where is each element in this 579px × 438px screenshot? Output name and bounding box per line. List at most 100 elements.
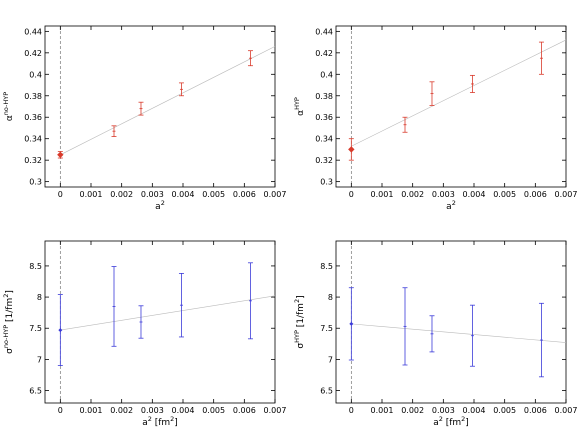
x-axis-label-sup: 2 xyxy=(161,199,165,207)
data-point xyxy=(538,41,544,75)
x-tick-label: 0.007 xyxy=(555,406,578,415)
x-axis-label-base: a xyxy=(446,202,452,212)
x-tick-label: 0.005 xyxy=(493,190,516,199)
y-axis-label-unit: [1/fm xyxy=(5,298,15,325)
x-axis-label-sup: 2 xyxy=(439,415,443,423)
x-tick-label: 0.001 xyxy=(80,190,103,199)
y-axis-label-close: ] xyxy=(5,290,15,294)
x-axis-label-close: ] xyxy=(465,418,469,428)
y-tick-label: 8.5 xyxy=(29,262,42,271)
data-point xyxy=(429,81,435,106)
x-axis-label: a2 [fm2] xyxy=(142,415,178,428)
y-axis-label-base: σ xyxy=(5,348,15,354)
y-axis-label-sup: HYP xyxy=(293,97,301,110)
data-point xyxy=(469,304,475,367)
data-point xyxy=(538,302,544,378)
x-axis-label: a2 xyxy=(155,199,165,212)
x-tick-label: 0.003 xyxy=(141,190,164,199)
data-point xyxy=(178,82,184,97)
diamond-marker xyxy=(57,151,64,158)
fit-line xyxy=(60,295,276,331)
x-axis-label-sup: 2 xyxy=(452,199,456,207)
y-axis-label-unit-sup: 2 xyxy=(2,294,10,298)
x-tick-label: 0.006 xyxy=(524,406,547,415)
y-axis-label-unit: [1/fm xyxy=(296,303,306,330)
x-tick-label: 0.003 xyxy=(432,406,455,415)
plot-frame xyxy=(335,25,567,188)
data-point xyxy=(138,305,144,339)
y-axis-label-sup: no-HYP xyxy=(2,92,10,115)
x-tick-label: 0.004 xyxy=(463,406,486,415)
x-tick-label: 0.005 xyxy=(202,406,225,415)
y-tick-label: 0.3 xyxy=(320,178,333,187)
y-tick-label: 6.5 xyxy=(29,387,42,396)
x-tick-label: 0.001 xyxy=(371,406,394,415)
x-axis-label: a2 [fm2] xyxy=(433,415,469,428)
y-tick-label: 7.5 xyxy=(29,324,42,333)
data-point xyxy=(138,101,144,116)
x-axis-label-unit-sup: 2 xyxy=(170,415,174,423)
chart-panel-2: 0 0.001 0.002 0.003 0.004 0.005 0.006 0.007 0.3 0… xyxy=(293,25,577,212)
y-tick-label: 8 xyxy=(328,293,333,302)
x-tick-label: 0.005 xyxy=(202,190,225,199)
x-tick-label: 0 xyxy=(58,190,63,199)
y-axis-label: σno-HYP [1/fm2] xyxy=(2,290,15,354)
x-tick-label: 0 xyxy=(349,190,354,199)
x-tick-label: 0.001 xyxy=(371,190,394,199)
x-tick-label: 0.002 xyxy=(110,190,133,199)
fit-line xyxy=(351,39,567,147)
x-axis-label-base: a xyxy=(433,418,439,428)
x-tick-label: 0.002 xyxy=(401,190,424,199)
x-tick-label: 0.003 xyxy=(141,406,164,415)
x-axis-label: a2 xyxy=(446,199,456,212)
x-axis-label-close: ] xyxy=(174,418,178,428)
y-tick-label: 0.44 xyxy=(315,27,333,36)
x-tick-label: 0.006 xyxy=(233,406,256,415)
y-tick-label: 0.4 xyxy=(320,70,333,79)
plot-frame xyxy=(335,240,567,404)
x-tick-label: 0.006 xyxy=(524,190,547,199)
y-tick-label: 0.36 xyxy=(315,113,333,122)
data-point xyxy=(111,125,117,137)
chart-panel-4: 0 0.001 0.002 0.003 0.004 0.005 0.006 0.007 6.5 7… xyxy=(293,240,578,428)
x-tick-label: 0.004 xyxy=(463,190,486,199)
x-axis-label-base: a xyxy=(142,418,148,428)
x-tick-label: 0 xyxy=(58,406,63,415)
y-axis-label-base: σ xyxy=(296,343,306,349)
extrapolated-point xyxy=(348,138,355,161)
y-tick-label: 0.42 xyxy=(24,49,42,58)
y-tick-label: 0.34 xyxy=(315,135,333,144)
extrapolated-point xyxy=(348,287,354,361)
x-tick-label: 0.002 xyxy=(110,406,133,415)
x-axis-label-sup: 2 xyxy=(148,415,152,423)
data-point xyxy=(402,287,408,366)
x-tick-label: 0.002 xyxy=(401,406,424,415)
y-tick-label: 0.44 xyxy=(24,27,42,36)
y-axis-label-sup: no-HYP xyxy=(2,325,10,348)
y-axis-label: σHYP [1/fm2] xyxy=(293,295,306,348)
x-tick-label: 0.004 xyxy=(172,406,195,415)
data-point xyxy=(247,262,253,340)
y-tick-label: 7 xyxy=(37,355,42,364)
data-point xyxy=(178,272,184,338)
y-tick-label: 8 xyxy=(37,293,42,302)
y-axis-label: αno-HYP xyxy=(2,92,15,121)
x-tick-label: 0.005 xyxy=(493,406,516,415)
diamond-marker xyxy=(348,146,355,153)
y-axis-label-base: α xyxy=(296,110,306,116)
plot-frame xyxy=(44,25,276,188)
chart-panel-3: 0 0.001 0.002 0.003 0.004 0.005 0.006 0.007 6.5 7… xyxy=(2,240,287,428)
y-tick-label: 0.3 xyxy=(29,178,42,187)
y-tick-label: 8.5 xyxy=(320,262,333,271)
y-axis-label-base: α xyxy=(5,115,15,121)
x-tick-label: 0.007 xyxy=(264,406,287,415)
x-tick-label: 0.001 xyxy=(80,406,103,415)
y-tick-label: 0.36 xyxy=(24,113,42,122)
data-point xyxy=(469,74,475,93)
x-axis-label-unit-sup: 2 xyxy=(461,415,465,423)
diamond-marker xyxy=(58,328,63,333)
plot-frame xyxy=(44,240,276,404)
extrapolated-point xyxy=(57,294,63,367)
x-tick-label: 0.007 xyxy=(264,190,287,199)
